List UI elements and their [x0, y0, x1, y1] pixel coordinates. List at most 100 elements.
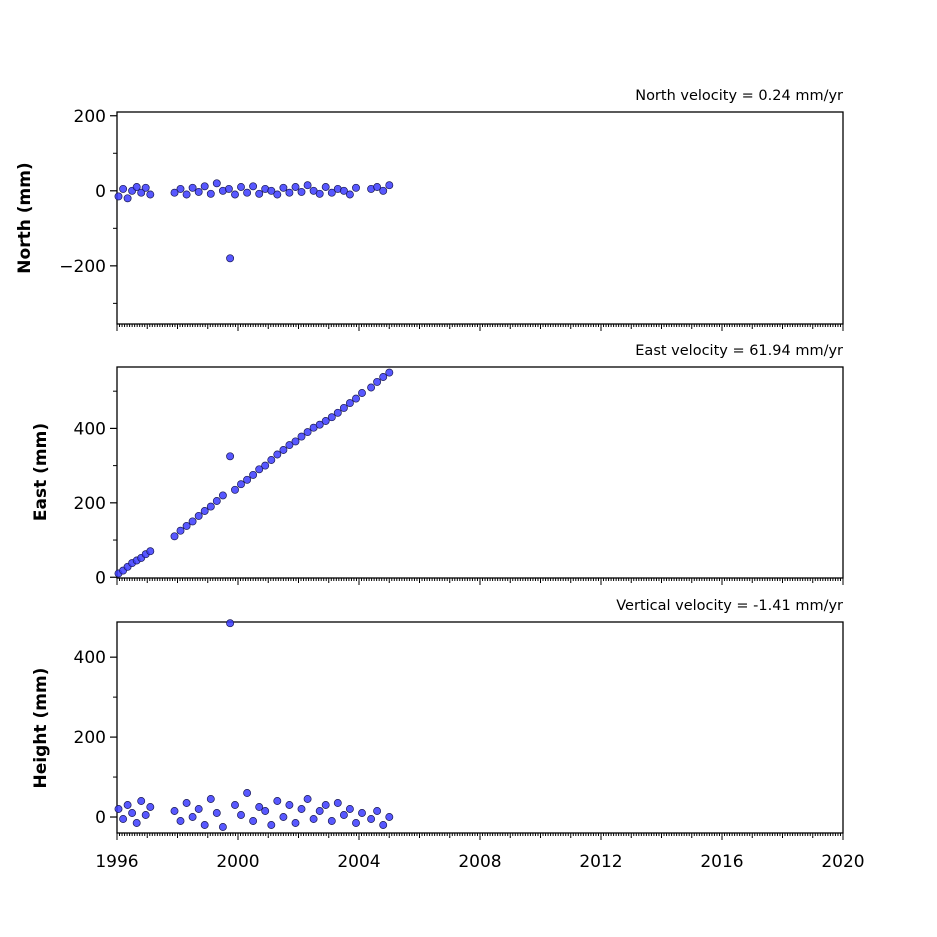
east-data-point — [321, 417, 330, 425]
east-data-point — [291, 437, 300, 446]
north-data-point — [170, 188, 179, 197]
north-data-point — [321, 183, 330, 191]
north-plot-frame — [116, 111, 844, 325]
east-data-point — [249, 470, 258, 479]
east-data-point — [345, 399, 354, 408]
east-y-tick-label: 0 — [95, 568, 106, 588]
height-axis-label: Height (mm) — [31, 668, 51, 789]
east-data-point — [379, 373, 388, 381]
east-data-point — [226, 452, 235, 461]
height-data-point — [303, 795, 312, 803]
height-data-point — [285, 801, 294, 809]
height-data-point — [200, 821, 209, 829]
height-data-point — [212, 809, 221, 817]
east-data-point — [231, 485, 239, 494]
north-data-point — [182, 190, 191, 199]
height-data-point — [373, 807, 382, 815]
north-data-point — [146, 190, 155, 199]
height-data-point — [170, 807, 179, 815]
north-data-point — [327, 188, 336, 197]
east-data-point — [333, 408, 342, 417]
east-plot-frame — [116, 366, 844, 579]
north-data-point — [385, 181, 394, 190]
north-panel: North velocity = 0.24 mm/yr North (mm) 2… — [15, 88, 844, 331]
north-data-point — [291, 183, 300, 191]
east-data-point — [285, 441, 294, 450]
east-data-point — [297, 432, 306, 441]
north-data-point — [123, 194, 132, 203]
north-data-point — [379, 186, 388, 195]
east-axis-label: East (mm) — [31, 423, 51, 521]
east-data-point — [327, 413, 336, 422]
height-data-point — [188, 813, 197, 821]
north-data-point — [212, 179, 221, 188]
north-data-point — [303, 181, 312, 190]
height-y-tick-label: 400 — [74, 648, 106, 668]
height-data-point — [352, 819, 360, 827]
east-y-tick-label: 200 — [74, 494, 106, 514]
north-y-tick-label: 200 — [74, 107, 106, 127]
height-data-point — [273, 797, 282, 805]
north-data-point — [200, 182, 209, 191]
east-data-point — [194, 511, 203, 520]
east-data-point — [267, 456, 276, 464]
height-data-point — [137, 797, 146, 805]
east-panel: East velocity = 61.94 mm/yr East (mm) 40… — [31, 343, 844, 588]
height-data-point — [327, 817, 336, 825]
north-data-point — [243, 188, 252, 197]
east-data-point — [358, 389, 366, 397]
east-data-point — [182, 521, 191, 530]
east-data-point — [243, 475, 252, 484]
height-data-point — [291, 819, 300, 827]
north-data-point — [237, 183, 245, 191]
x-tick-label: 2016 — [700, 852, 743, 872]
north-axis-label: North (mm) — [15, 162, 35, 273]
north-data-point — [249, 182, 258, 191]
north-data-point — [352, 183, 360, 192]
north-data-point — [224, 184, 233, 193]
height-data-point — [114, 805, 123, 813]
north-data-point — [285, 188, 294, 197]
east-data-point — [273, 450, 282, 459]
north-data-point — [273, 190, 282, 199]
x-tick-label: 2004 — [337, 852, 380, 872]
east-data-point — [237, 480, 245, 489]
height-data-point — [243, 789, 252, 797]
height-data-point — [345, 805, 354, 813]
height-data-point — [119, 815, 128, 823]
height-points — [114, 619, 394, 831]
height-data-point — [261, 807, 270, 815]
north-data-point — [339, 186, 348, 195]
height-data-point — [206, 795, 215, 803]
east-data-point — [367, 383, 376, 392]
x-tick-label: 2008 — [458, 852, 501, 872]
height-data-point — [367, 815, 376, 823]
height-plot-frame — [116, 621, 844, 834]
north-data-point — [267, 186, 276, 195]
height-data-point — [141, 811, 150, 819]
north-y-tick-label: 0 — [95, 182, 106, 202]
north-data-point — [231, 190, 239, 199]
height-data-point — [309, 815, 318, 823]
east-data-point — [352, 394, 360, 403]
east-y-tick-label: 400 — [74, 419, 106, 439]
north-data-point — [194, 187, 203, 196]
north-data-point — [206, 189, 215, 198]
height-data-point — [358, 809, 366, 817]
x-tick-label: 2020 — [821, 852, 864, 872]
x-tick-label: 2000 — [216, 852, 259, 872]
north-data-point — [141, 183, 150, 192]
north-data-point — [114, 192, 123, 201]
x-tick-label: 1996 — [95, 852, 138, 872]
east-data-point — [146, 547, 155, 556]
height-panel: Vertical velocity = -1.41 mm/yr Height (… — [31, 598, 865, 872]
east-data-point — [339, 403, 348, 412]
east-points — [114, 368, 394, 578]
north-velocity-annotation: North velocity = 0.24 mm/yr — [635, 88, 843, 104]
height-y-tick-label: 200 — [74, 728, 106, 748]
height-data-point — [255, 803, 264, 811]
east-data-point — [303, 428, 312, 437]
height-y-tick-label: 0 — [95, 808, 106, 828]
east-data-point — [170, 532, 179, 541]
